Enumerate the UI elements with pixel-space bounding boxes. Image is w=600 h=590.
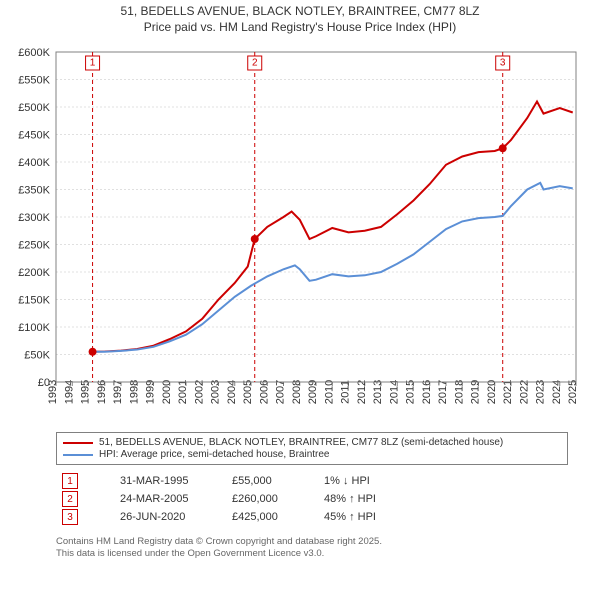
sales-table: 1 31-MAR-1995 £55,000 1% ↓ HPI 2 24-MAR-2005 £…	[56, 472, 568, 526]
svg-text:1994: 1994	[63, 380, 75, 404]
svg-text:2015: 2015	[405, 380, 417, 404]
sale-pct-vs-hpi: 48% ↑ HPI	[324, 493, 434, 505]
footer: Contains HM Land Registry data © Crown c…	[56, 536, 382, 561]
legend-swatch	[63, 442, 93, 444]
svg-text:2000: 2000	[161, 380, 173, 404]
svg-text:2: 2	[252, 58, 258, 69]
title-line1: 51, BEDELLS AVENUE, BLACK NOTLEY, BRAINT…	[0, 4, 600, 20]
legend: 51, BEDELLS AVENUE, BLACK NOTLEY, BRAINT…	[56, 432, 568, 465]
sale-date: 26-JUN-2020	[120, 511, 220, 523]
sale-number-box: 3	[62, 509, 78, 525]
sale-price: £55,000	[232, 475, 312, 487]
svg-text:£550K: £550K	[18, 75, 50, 87]
sale-price: £425,000	[232, 511, 312, 523]
svg-text:2002: 2002	[193, 380, 205, 404]
svg-text:2020: 2020	[486, 380, 498, 404]
svg-text:£350K: £350K	[18, 185, 50, 197]
svg-text:2010: 2010	[323, 380, 335, 404]
svg-text:2006: 2006	[258, 380, 270, 404]
sales-row: 2 24-MAR-2005 £260,000 48% ↑ HPI	[56, 490, 568, 508]
svg-text:2017: 2017	[437, 380, 449, 404]
svg-text:1999: 1999	[145, 380, 157, 404]
svg-text:£300K: £300K	[18, 212, 50, 224]
svg-text:2004: 2004	[226, 380, 238, 404]
title-line2: Price paid vs. HM Land Registry's House …	[0, 20, 600, 36]
legend-label: HPI: Average price, semi-detached house,…	[99, 449, 330, 460]
svg-text:2018: 2018	[453, 380, 465, 404]
svg-text:2014: 2014	[388, 380, 400, 404]
legend-swatch	[63, 454, 93, 456]
sale-date: 24-MAR-2005	[120, 493, 220, 505]
price-chart: £0£50K£100K£150K£200K£250K£300K£350K£400…	[0, 46, 600, 426]
svg-text:2003: 2003	[210, 380, 222, 404]
svg-text:£200K: £200K	[18, 267, 50, 279]
footer-line1: Contains HM Land Registry data © Crown c…	[56, 536, 382, 548]
svg-text:1995: 1995	[80, 380, 92, 404]
svg-text:1997: 1997	[112, 380, 124, 404]
svg-text:2008: 2008	[291, 380, 303, 404]
sale-pct-vs-hpi: 1% ↓ HPI	[324, 475, 434, 487]
svg-text:2007: 2007	[275, 380, 287, 404]
svg-text:£250K: £250K	[18, 240, 50, 252]
legend-item: 51, BEDELLS AVENUE, BLACK NOTLEY, BRAINT…	[63, 437, 561, 448]
sale-number-box: 1	[62, 473, 78, 489]
svg-text:2021: 2021	[502, 380, 514, 404]
svg-text:2001: 2001	[177, 380, 189, 404]
svg-text:2005: 2005	[242, 380, 254, 404]
svg-text:2013: 2013	[372, 380, 384, 404]
svg-text:1998: 1998	[128, 380, 140, 404]
svg-text:3: 3	[500, 58, 506, 69]
sale-date: 31-MAR-1995	[120, 475, 220, 487]
svg-text:£50K: £50K	[24, 350, 50, 362]
svg-text:£600K: £600K	[18, 47, 50, 59]
sale-pct-vs-hpi: 45% ↑ HPI	[324, 511, 434, 523]
svg-text:1: 1	[90, 58, 96, 69]
svg-text:2024: 2024	[551, 380, 563, 404]
svg-text:£400K: £400K	[18, 157, 50, 169]
svg-text:2009: 2009	[307, 380, 319, 404]
sales-row: 1 31-MAR-1995 £55,000 1% ↓ HPI	[56, 472, 568, 490]
sale-price: £260,000	[232, 493, 312, 505]
legend-label: 51, BEDELLS AVENUE, BLACK NOTLEY, BRAINT…	[99, 437, 503, 448]
svg-text:2019: 2019	[470, 380, 482, 404]
footer-line2: This data is licensed under the Open Gov…	[56, 548, 382, 560]
svg-text:1996: 1996	[96, 380, 108, 404]
svg-text:£500K: £500K	[18, 102, 50, 114]
svg-text:£150K: £150K	[18, 295, 50, 307]
svg-text:£450K: £450K	[18, 130, 50, 142]
svg-text:2012: 2012	[356, 380, 368, 404]
svg-text:2025: 2025	[567, 380, 579, 404]
svg-text:2011: 2011	[340, 380, 352, 404]
svg-text:£100K: £100K	[18, 322, 50, 334]
svg-text:1993: 1993	[47, 380, 59, 404]
chart-title: 51, BEDELLS AVENUE, BLACK NOTLEY, BRAINT…	[0, 4, 600, 35]
sale-number-box: 2	[62, 491, 78, 507]
svg-text:2023: 2023	[535, 380, 547, 404]
legend-item: HPI: Average price, semi-detached house,…	[63, 449, 561, 460]
svg-text:2022: 2022	[518, 380, 530, 404]
svg-text:2016: 2016	[421, 380, 433, 404]
sales-row: 3 26-JUN-2020 £425,000 45% ↑ HPI	[56, 508, 568, 526]
